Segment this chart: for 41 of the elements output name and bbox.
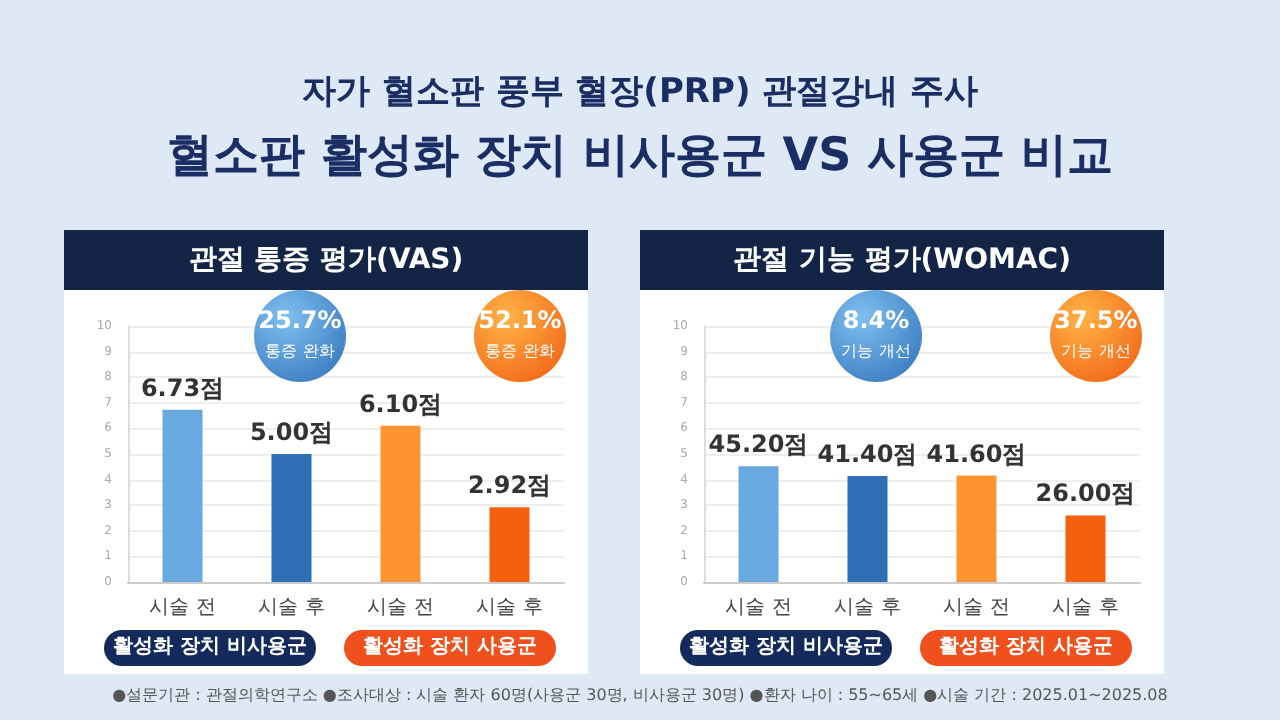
data-label: 6.10점 bbox=[358, 389, 443, 418]
text: ●설문기관 : 관절의학연구소 ●조사대상 : 시술 환자 60명(사용군 30명, 비사용군 30명) ●환자 나이 : 55~65세 ●시술 기간 : 2025.01~2025.08 bbox=[110, 684, 1170, 706]
annotation: 통증 완화 bbox=[263, 340, 337, 362]
data-label: 2.92점 bbox=[467, 471, 552, 500]
text: 활성화 장치 사용군 bbox=[344, 630, 556, 666]
data-label: 6.73점 bbox=[140, 373, 225, 402]
x-tick-label: 시술 전 bbox=[149, 597, 216, 619]
x-tick-label: 시술 후 bbox=[1052, 597, 1119, 619]
bar bbox=[1065, 515, 1106, 582]
annotation: 기능 개선 bbox=[1059, 340, 1133, 362]
data-label: 41.60점 bbox=[926, 439, 1027, 468]
annotation: 기능 개선 bbox=[839, 340, 913, 362]
x-tick-label: 시술 전 bbox=[367, 597, 434, 619]
text: 자가 혈소판 풍부 혈장(PRP) 관절강내 주사 bbox=[299, 70, 981, 114]
bar bbox=[489, 507, 530, 582]
annotation: 52.1% bbox=[476, 306, 564, 334]
data-label: 45.20점 bbox=[708, 430, 809, 459]
x-tick-label: 시술 전 bbox=[725, 597, 792, 619]
annotation: 8.4% bbox=[840, 306, 912, 334]
chart-title: 관절 통증 평가(VAS) bbox=[64, 230, 588, 290]
bar bbox=[380, 425, 421, 582]
data-label: 41.40점 bbox=[817, 440, 918, 469]
x-tick-label: 시술 후 bbox=[476, 597, 543, 619]
bar bbox=[847, 476, 888, 582]
bar bbox=[271, 454, 312, 582]
text: 활성화 장치 사용군 bbox=[920, 630, 1132, 666]
x-tick-label: 시술 후 bbox=[258, 597, 325, 619]
bar bbox=[956, 475, 997, 582]
bar bbox=[162, 409, 203, 582]
text: 혈소판 활성화 장치 비사용군 VS 사용군 비교 bbox=[164, 128, 1116, 186]
annotation: 37.5% bbox=[1052, 306, 1140, 334]
chart-title: 관절 기능 평가(WOMAC) bbox=[640, 230, 1164, 290]
x-tick-label: 시술 후 bbox=[834, 597, 901, 619]
x-tick-label: 시술 전 bbox=[943, 597, 1010, 619]
data-label: 5.00점 bbox=[249, 418, 334, 446]
data-label: 26.00점 bbox=[1035, 479, 1136, 508]
text: 활성화 장치 비사용군 bbox=[680, 630, 892, 666]
annotation: 25.7% bbox=[256, 306, 344, 334]
bar bbox=[738, 466, 779, 582]
annotation: 통증 완화 bbox=[483, 340, 557, 362]
text: 활성화 장치 비사용군 bbox=[104, 630, 316, 666]
